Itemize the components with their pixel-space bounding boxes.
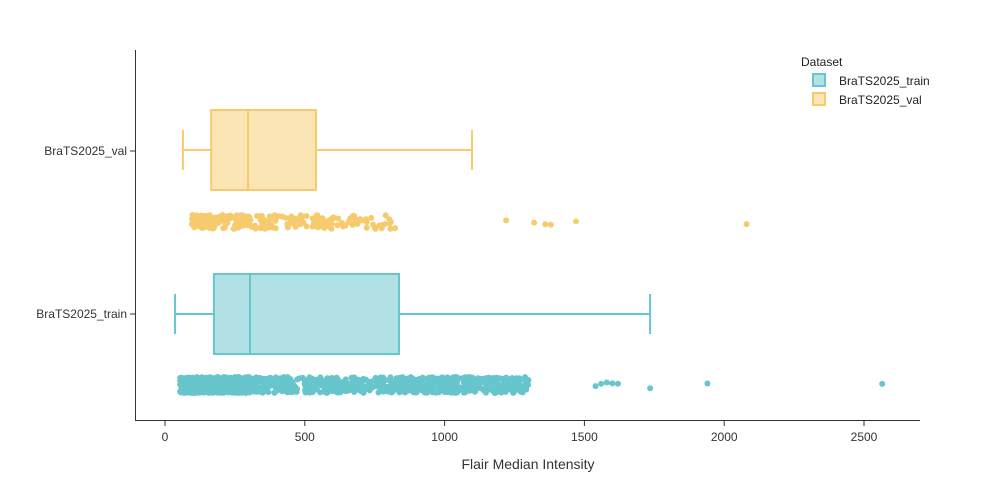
points-train bbox=[177, 374, 886, 396]
outlier-point bbox=[609, 380, 616, 387]
box-train bbox=[174, 273, 652, 355]
legend-swatch-val bbox=[812, 92, 826, 106]
x-axis-ticks: 0 500 1000 1500 2000 2500 bbox=[162, 421, 878, 444]
outlier-point bbox=[704, 380, 711, 387]
box-iqr bbox=[210, 109, 317, 191]
x-tick-label: 1500 bbox=[571, 430, 598, 444]
x-tick-label: 0 bbox=[162, 430, 169, 444]
x-tick-label: 1000 bbox=[431, 430, 458, 444]
points-val bbox=[188, 212, 750, 232]
outlier-point bbox=[879, 380, 886, 387]
legend-item-train[interactable]: BraTS2025_train bbox=[812, 73, 930, 88]
outlier-point bbox=[592, 383, 599, 390]
y-tick-label: BraTS2025_val bbox=[44, 144, 127, 158]
outlier-point bbox=[647, 385, 654, 392]
x-tick-label: 500 bbox=[295, 430, 315, 444]
x-tick-label: 2000 bbox=[711, 430, 738, 444]
outlier-point bbox=[573, 218, 580, 225]
outlier-point bbox=[531, 219, 538, 226]
outlier-point bbox=[603, 379, 610, 386]
outlier-point bbox=[743, 221, 750, 228]
legend-swatch-train bbox=[812, 73, 826, 87]
legend: Dataset BraTS2025_train BraTS2025_val bbox=[801, 55, 930, 107]
outlier-point bbox=[614, 380, 621, 387]
x-axis-title: Flair Median Intensity bbox=[461, 456, 594, 472]
outlier-point bbox=[542, 221, 549, 228]
plot-area bbox=[174, 109, 886, 396]
legend-label-train: BraTS2025_train bbox=[839, 74, 930, 88]
y-tick-label: BraTS2025_train bbox=[36, 307, 127, 321]
outlier-point bbox=[598, 380, 605, 387]
outlier-point bbox=[503, 217, 510, 224]
legend-title: Dataset bbox=[801, 55, 843, 69]
box-val bbox=[181, 109, 474, 191]
legend-label-val: BraTS2025_val bbox=[839, 93, 922, 107]
y-axis-ticks: BraTS2025_val BraTS2025_train bbox=[36, 144, 135, 321]
legend-item-val[interactable]: BraTS2025_val bbox=[812, 92, 922, 107]
box-iqr bbox=[212, 273, 401, 355]
x-tick-label: 2500 bbox=[851, 430, 878, 444]
outlier-point bbox=[547, 221, 554, 228]
